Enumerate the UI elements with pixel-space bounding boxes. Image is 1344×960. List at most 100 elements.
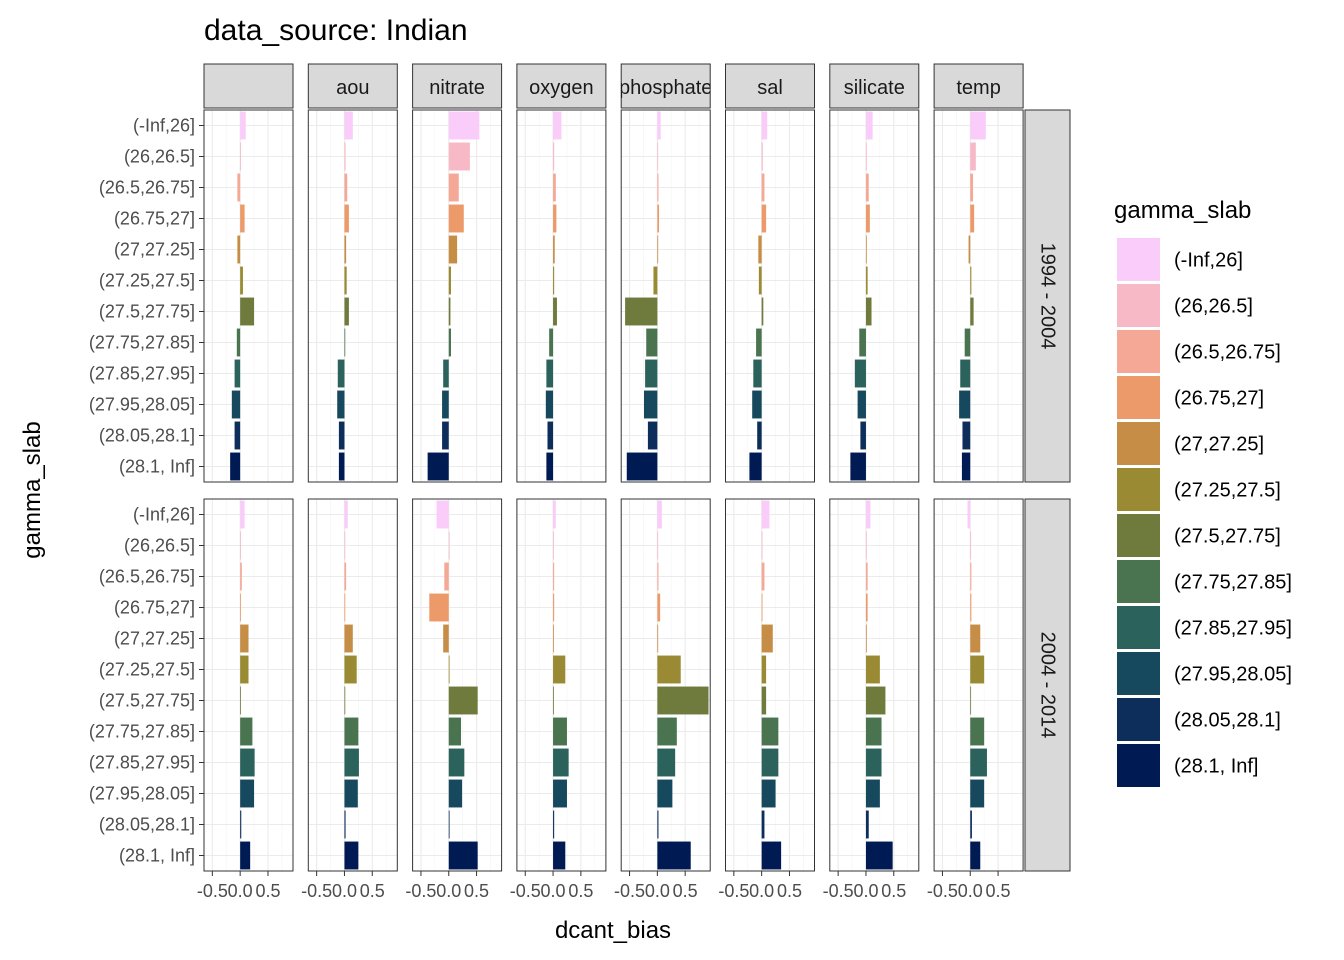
- bar: [959, 390, 971, 419]
- row-strip: [1024, 109, 1071, 483]
- bar: [448, 810, 450, 839]
- bar: [344, 328, 346, 357]
- y-tick-label: (27.75,27.85]: [89, 722, 195, 742]
- x-tick-label: 0.0: [228, 881, 253, 901]
- bar: [850, 452, 866, 481]
- bar: [761, 531, 763, 560]
- x-tick-label: -0.5: [197, 881, 228, 901]
- panel-background: [934, 499, 1024, 871]
- bar: [234, 421, 241, 450]
- bar: [240, 266, 243, 295]
- bar: [653, 266, 658, 295]
- column-facet: oxygen -0.5 0.0 0.5: [510, 63, 607, 901]
- panel-border: [620, 109, 711, 483]
- bar: [240, 655, 249, 684]
- bar: [865, 266, 868, 295]
- bar: [553, 686, 554, 715]
- facet-panel: [516, 498, 607, 872]
- x-tick-label: 0.5: [568, 881, 593, 901]
- facet-panel: [203, 498, 294, 872]
- bar: [448, 266, 451, 295]
- legend-item: (27.95,28.05]: [1117, 652, 1292, 695]
- bar: [761, 111, 768, 140]
- x-tick-label: 0.0: [958, 881, 983, 901]
- bar: [970, 266, 972, 295]
- bar: [970, 810, 972, 839]
- bar: [443, 359, 449, 388]
- bar: [240, 624, 249, 653]
- y-tick-label: (28.05,28.1]: [99, 815, 195, 835]
- bar: [657, 624, 659, 653]
- bar: [657, 235, 659, 264]
- bar: [758, 235, 762, 264]
- bar: [761, 686, 767, 715]
- column-strip-label: phosphate: [619, 77, 712, 99]
- bar: [657, 500, 662, 529]
- bar: [240, 204, 245, 233]
- legend-item: (28.05,28.1]: [1117, 698, 1281, 741]
- panel-border: [412, 109, 503, 483]
- bar: [237, 173, 241, 202]
- x-axis-title: dcant_bias: [555, 917, 671, 944]
- bar: [553, 841, 566, 870]
- bar: [344, 531, 346, 560]
- bar: [344, 142, 346, 171]
- bar: [865, 111, 873, 140]
- legend-label: (28.05,28.1]: [1174, 710, 1281, 732]
- bar: [344, 841, 359, 870]
- facet-panel: [829, 498, 920, 872]
- bar: [761, 624, 773, 653]
- bar: [448, 173, 459, 202]
- bar: [240, 593, 241, 622]
- bar: [960, 359, 971, 388]
- bar: [758, 266, 762, 295]
- bar: [865, 531, 867, 560]
- bar: [553, 717, 567, 746]
- bar: [236, 328, 241, 357]
- bar: [860, 421, 866, 450]
- bar: [970, 748, 987, 777]
- facet-panel: [412, 109, 503, 483]
- panel-background: [412, 110, 502, 482]
- bar: [865, 655, 880, 684]
- bar: [761, 562, 765, 591]
- bar: [553, 779, 567, 808]
- legend-swatch: [1117, 238, 1160, 281]
- legend-item: (27.85,27.95]: [1117, 606, 1292, 649]
- column-strip: [829, 63, 920, 109]
- bar: [657, 173, 659, 202]
- x-tick-label: 0.0: [436, 881, 461, 901]
- legend-label: (-Inf,26]: [1174, 250, 1243, 272]
- bar: [761, 593, 763, 622]
- row-strip-label: 1994 - 2004: [1037, 243, 1059, 350]
- legend-swatch: [1117, 560, 1160, 603]
- bar: [970, 111, 986, 140]
- x-tick-label: 0.5: [777, 881, 802, 901]
- bar: [546, 452, 554, 481]
- bar: [240, 562, 242, 591]
- legend-label: (27.75,27.85]: [1174, 572, 1292, 594]
- bar: [547, 421, 554, 450]
- bar: [553, 500, 556, 529]
- legend-item: (27.25,27.5]: [1117, 468, 1281, 511]
- bar: [657, 531, 659, 560]
- y-tick-label: (26.5,26.75]: [99, 567, 195, 587]
- bar: [240, 841, 251, 870]
- bar: [549, 328, 554, 357]
- row-strip-label: 2004 - 2014: [1037, 632, 1059, 739]
- column-strip-label: sal: [757, 77, 783, 99]
- bar: [865, 204, 870, 233]
- bar: [344, 204, 349, 233]
- bar: [761, 297, 764, 326]
- x-tick-label: -0.5: [718, 881, 749, 901]
- bar: [338, 452, 345, 481]
- bar: [553, 531, 554, 560]
- panel-background: [516, 110, 606, 482]
- column-strip: [620, 63, 711, 109]
- x-tick-label: 0.0: [541, 881, 566, 901]
- y-tick-label: (27,27.25]: [114, 629, 195, 649]
- legend-title: gamma_slab: [1114, 197, 1251, 224]
- x-tick-label: -0.5: [510, 881, 541, 901]
- x-tick-label: -0.5: [927, 881, 958, 901]
